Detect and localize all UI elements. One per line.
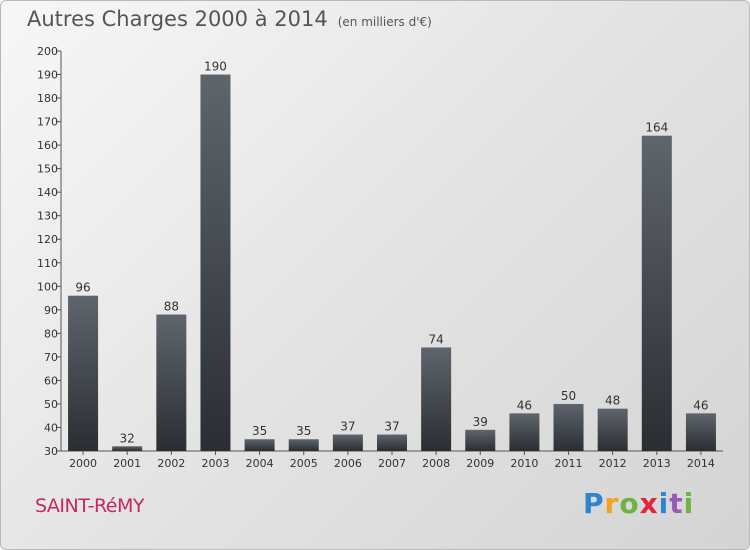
- x-tick-label: 2004: [246, 457, 274, 470]
- bar-value-label: 164: [645, 121, 668, 135]
- bar-value-label: 35: [252, 424, 267, 438]
- x-tick-label: 2000: [69, 457, 97, 470]
- y-tick-label: 80: [44, 327, 58, 340]
- logo-letter: r: [604, 487, 620, 520]
- bar-value-label: 37: [340, 420, 355, 434]
- x-tick-label: 2009: [466, 457, 494, 470]
- bar: [112, 446, 143, 451]
- y-tick-label: 100: [37, 280, 58, 293]
- bar: [200, 74, 231, 451]
- x-tick-label: 2010: [510, 457, 538, 470]
- bar: [553, 403, 584, 451]
- bar-value-label: 88: [164, 300, 179, 314]
- bar-value-label: 46: [517, 398, 532, 412]
- bar-value-label: 39: [473, 415, 488, 429]
- y-tick-label: 110: [37, 257, 58, 270]
- x-tick-label: 2008: [422, 457, 450, 470]
- x-tick-label: 2013: [643, 457, 671, 470]
- logo-letter: i: [658, 487, 670, 520]
- y-tick-label: 130: [37, 210, 58, 223]
- y-tick-label: 170: [37, 116, 58, 129]
- logo-letter: t: [669, 487, 684, 520]
- bar-value-label: 96: [75, 281, 90, 295]
- y-tick-label: 160: [37, 139, 58, 152]
- x-tick-label: 2005: [290, 457, 318, 470]
- logo-letter: o: [619, 487, 640, 520]
- bar-value-label: 74: [428, 332, 443, 346]
- chart-title: Autres Charges 2000 à 2014 (en milliers d…: [27, 7, 432, 31]
- bar-value-label: 50: [561, 389, 576, 403]
- bar: [68, 295, 99, 451]
- bar: [641, 135, 672, 452]
- title-text: Autres Charges 2000 à 2014: [27, 7, 328, 31]
- y-tick-label: 150: [37, 163, 58, 176]
- y-tick-label: 30: [44, 445, 58, 458]
- bar: [465, 429, 496, 451]
- bar: [332, 434, 363, 451]
- bar: [509, 413, 540, 451]
- bar-chart: 30 40 50 60 70 80 90 100 110 120 130 140 150 160 170 18…: [37, 45, 723, 470]
- bar-value-label: 190: [204, 60, 227, 74]
- y-tick-label: 90: [44, 304, 58, 317]
- x-tick-label: 2002: [157, 457, 185, 470]
- y-tick-label: 120: [37, 233, 58, 246]
- proxiti-logo: Proxiti: [583, 487, 694, 520]
- commune-name: SAINT-RéMY: [35, 495, 144, 517]
- bar: [377, 434, 407, 451]
- y-tick-label: 140: [37, 186, 58, 199]
- chart-subtitle: (en milliers d'€): [337, 15, 432, 29]
- y-tick-label: 200: [37, 45, 58, 58]
- bar: [156, 314, 187, 451]
- x-tick-label: 2006: [334, 457, 362, 470]
- x-tick-label: 2001: [113, 457, 141, 470]
- bar-value-label: 46: [693, 398, 708, 412]
- bar: [685, 413, 716, 451]
- y-tick-label: 50: [44, 398, 58, 411]
- logo-letter: x: [639, 487, 659, 520]
- bar: [288, 439, 319, 451]
- logo-letter: i: [683, 487, 695, 520]
- x-tick-label: 2012: [599, 457, 627, 470]
- bar-value-label: 48: [605, 394, 620, 408]
- logo-letter: P: [583, 487, 605, 520]
- y-tick-label: 180: [37, 92, 58, 105]
- y-tick-label: 70: [44, 351, 58, 364]
- bar-value-label: 35: [296, 424, 311, 438]
- bar-value-label: 32: [120, 431, 135, 445]
- bar: [597, 408, 628, 451]
- x-tick-label: 2007: [378, 457, 406, 470]
- bar: [244, 439, 275, 451]
- y-tick-label: 190: [37, 69, 58, 82]
- x-tick-label: 2011: [555, 457, 583, 470]
- bar-value-label: 37: [384, 420, 399, 434]
- bar: [421, 347, 452, 451]
- y-tick-label: 60: [44, 374, 58, 387]
- y-tick-label: 40: [44, 421, 58, 434]
- x-tick-label: 2014: [687, 457, 715, 470]
- x-tick-label: 2003: [201, 457, 229, 470]
